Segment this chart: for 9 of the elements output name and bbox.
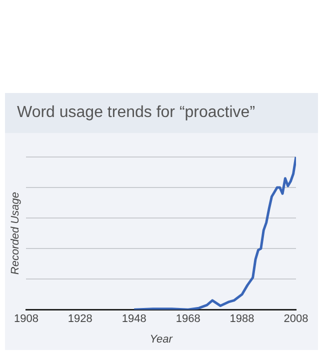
x-tick-label: 1968 [176,313,200,326]
chart-title: Word usage trends for “proactive” [5,93,318,133]
x-tick-label: 1908 [14,313,38,326]
x-tick-label: 1948 [122,313,146,326]
x-tick-label: 2008 [284,313,308,326]
x-tick-label: 1988 [230,313,254,326]
x-axis-title: Year [150,333,174,346]
y-axis-title: Recorded Usage [10,192,22,275]
x-tick-label: 1928 [68,313,92,326]
